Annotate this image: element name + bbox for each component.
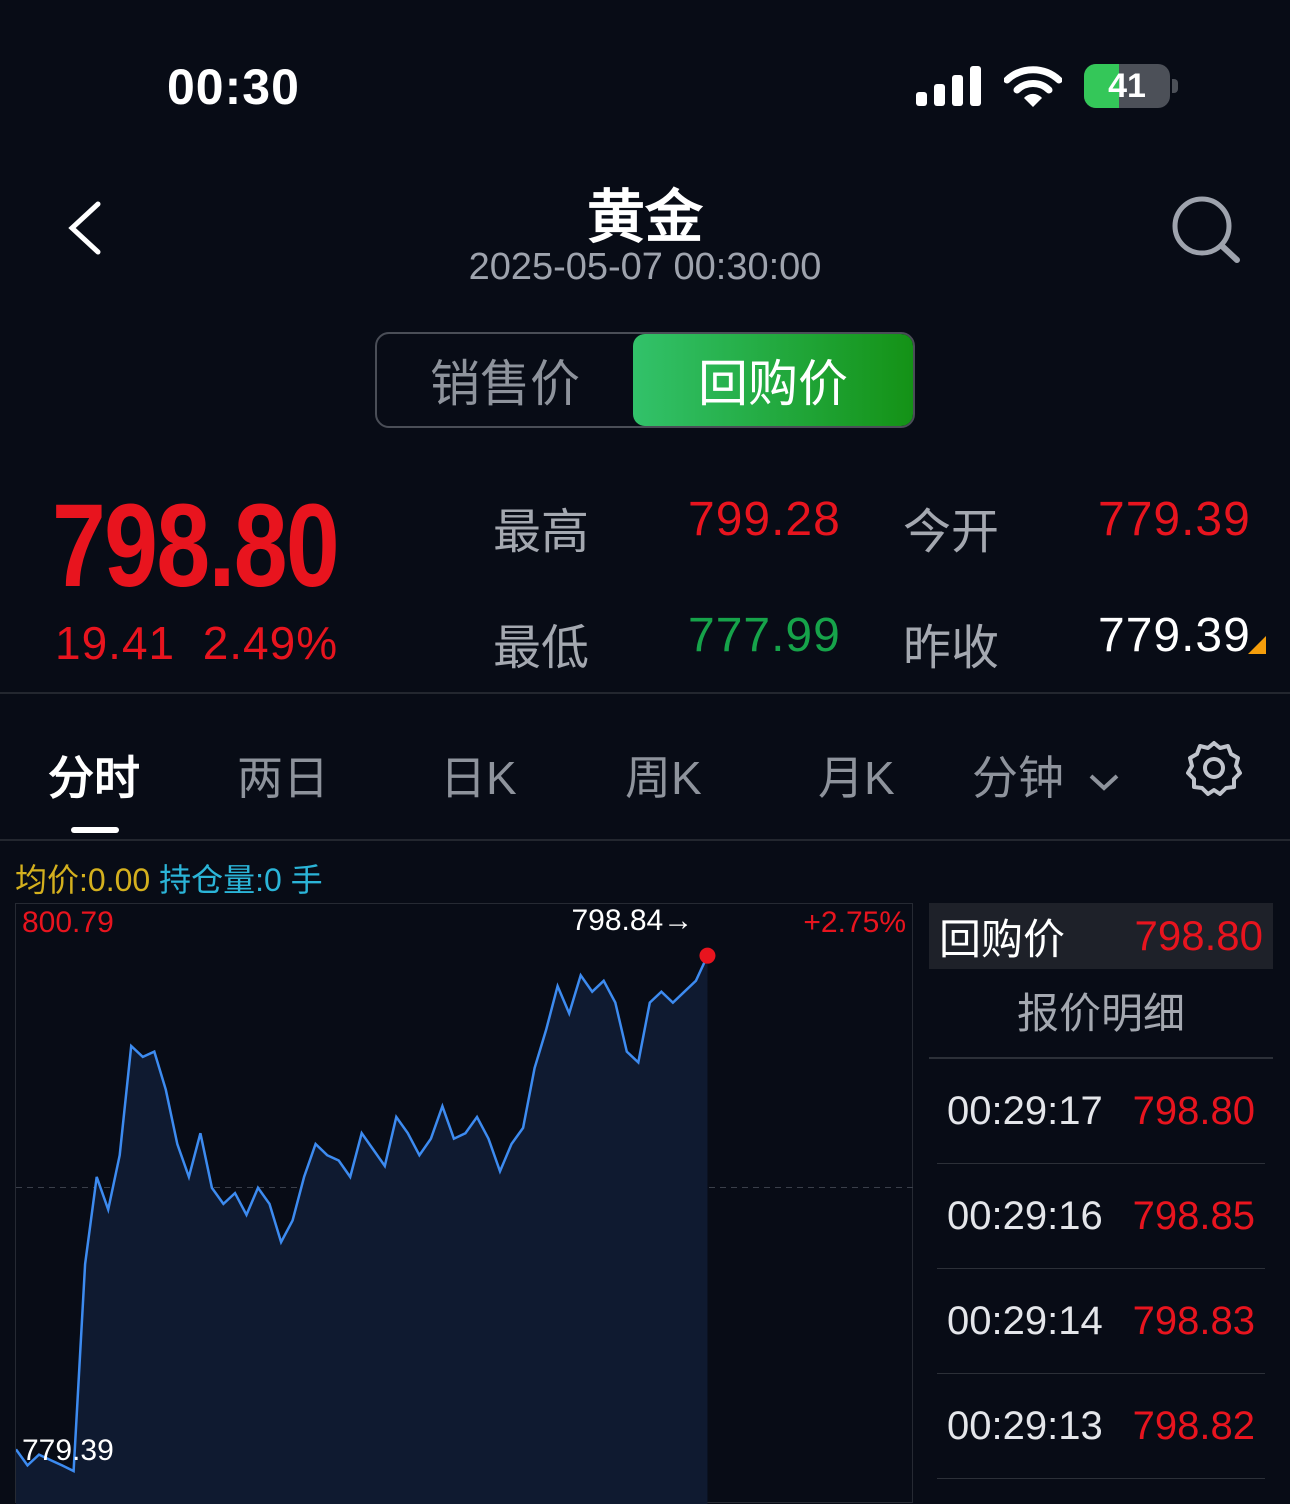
price-line: [16, 955, 709, 1473]
pct-top-label: +2.75%: [803, 906, 906, 939]
intraday-chart[interactable]: 800.79 +2.75% 798.84→ 779.39: [15, 903, 914, 1504]
tab-two-day[interactable]: 两日: [237, 752, 329, 804]
tab-minute-dropdown[interactable]: 分钟: [972, 742, 1121, 808]
tab-minute-label: 分钟: [972, 752, 1064, 804]
chart-svg: [16, 947, 914, 1504]
quote-detail-panel: 回购价 798.80 报价明细 00:29:17 798.80 00:29:16 79…: [929, 903, 1273, 1479]
list-item: 00:29:14 798.83: [937, 1269, 1265, 1374]
price-change: 19.41 2.49%: [55, 616, 338, 670]
avg-price-legend: 均价:0.00: [15, 862, 151, 898]
row-price: 798.82: [1132, 1403, 1255, 1448]
tab-underline: [71, 827, 119, 833]
stat-high-value: 799.28: [688, 493, 841, 546]
list-item: 00:29:17 798.80: [937, 1059, 1265, 1164]
chart-legend: 均价:0.00 持仓量:0 手: [15, 855, 323, 901]
tab-sale-price[interactable]: 销售价: [430, 356, 580, 412]
change-value: 19.41: [55, 617, 176, 669]
current-price: 798.80: [52, 480, 340, 612]
tab-weekly-k[interactable]: 周K: [625, 752, 702, 804]
change-percent: 2.49%: [202, 617, 339, 669]
chevron-down-icon: [1089, 774, 1119, 791]
stat-open-label: 今开: [903, 506, 1000, 559]
corner-triangle-icon: [1248, 636, 1266, 654]
stat-prev-close-label: 昨收: [903, 622, 1000, 675]
wifi-icon: [1004, 66, 1062, 107]
price-area: [16, 955, 708, 1504]
row-price: 798.80: [1132, 1088, 1255, 1133]
row-time: 00:29:13: [947, 1403, 1103, 1448]
tab-buyback-price[interactable]: 回购价: [633, 334, 913, 426]
tab-daily-k[interactable]: 日K: [440, 752, 517, 804]
last-price-label: 798.84→: [571, 903, 694, 937]
cellular-signal-icon: [916, 66, 981, 106]
stat-prev-close-value: 779.39: [1098, 609, 1251, 662]
panel-header-label: 回购价: [939, 915, 1066, 963]
stat-open-value: 779.39: [1098, 493, 1251, 546]
battery-level: 41: [1108, 67, 1146, 105]
stat-low-label: 最低: [493, 622, 590, 675]
divider: [0, 839, 1290, 841]
stat-low-value: 777.99: [688, 609, 841, 662]
gear-icon[interactable]: [1186, 740, 1242, 796]
page-title: 黄金: [586, 185, 703, 250]
list-item: 00:29:13 798.82: [937, 1374, 1265, 1479]
battery-cap: [1172, 79, 1178, 93]
y-top-label: 800.79: [22, 906, 114, 939]
stat-high-label: 最高: [493, 506, 590, 559]
tab-monthly-k[interactable]: 月K: [818, 752, 895, 804]
last-price-dot: [699, 947, 716, 964]
y-bottom-label: 779.39: [22, 1434, 114, 1467]
quote-detail-title: 报价明细: [929, 969, 1273, 1059]
divider: [0, 692, 1290, 694]
search-icon[interactable]: [1170, 194, 1242, 264]
row-time: 00:29:16: [947, 1193, 1103, 1238]
tab-intraday[interactable]: 分时: [48, 752, 140, 804]
price-type-segment: 销售价 回购价: [375, 332, 915, 428]
row-time: 00:29:17: [947, 1088, 1103, 1133]
battery-charging-icon: 41: [1084, 64, 1170, 108]
row-time: 00:29:14: [947, 1298, 1103, 1343]
row-price: 798.83: [1132, 1298, 1255, 1343]
chevron-left-icon[interactable]: [62, 198, 112, 258]
position-legend: 持仓量:0 手: [159, 862, 323, 898]
panel-header-value: 798.80: [1134, 912, 1263, 959]
quote-datetime: 2025-05-07 00:30:00: [468, 246, 822, 288]
quote-panel-header: 回购价 798.80: [929, 903, 1273, 969]
list-item: 00:29:16 798.85: [937, 1164, 1265, 1269]
status-time: 00:30: [167, 59, 300, 115]
row-price: 798.85: [1132, 1193, 1255, 1238]
